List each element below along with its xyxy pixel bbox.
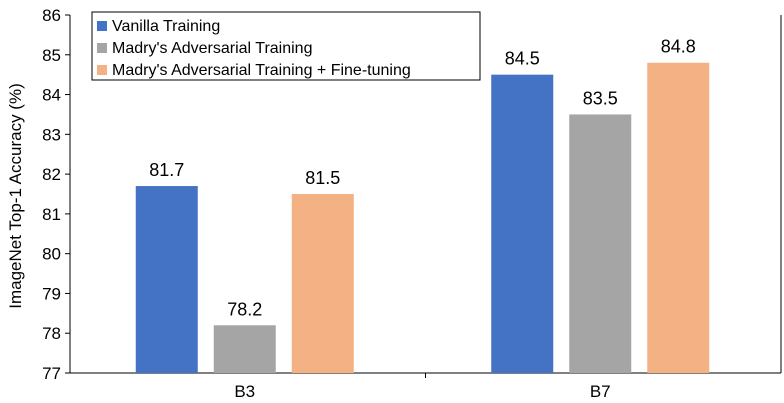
- y-tick-label: 84: [42, 86, 61, 105]
- bar: [135, 186, 198, 373]
- bar: [491, 74, 554, 374]
- y-tick-label: 82: [42, 165, 61, 184]
- bar: [213, 325, 276, 373]
- plot-area: 77 78 79 80 81 82 83 84 85 86 B3 81.7 78.2 81.5 B7 84.5…: [42, 6, 782, 401]
- y-tick-label: 83: [42, 125, 61, 144]
- data-label: 83.5: [583, 88, 618, 108]
- data-label: 78.2: [227, 299, 262, 319]
- legend-entry: Madry's Adversarial Training + Fine-tuni…: [112, 62, 411, 79]
- bar: [569, 114, 632, 373]
- data-label: 81.5: [305, 168, 340, 188]
- y-tick-label: 77: [42, 364, 61, 383]
- y-axis-label: ImageNet Top-1 Accuracy (%): [6, 83, 25, 309]
- bar: [291, 194, 354, 373]
- x-tick-label: B3: [234, 382, 255, 401]
- data-label: 81.7: [149, 160, 184, 180]
- bar: [647, 62, 710, 373]
- legend-swatch: [97, 65, 107, 75]
- y-tick-label: 80: [42, 245, 61, 264]
- legend: Vanilla Training Madry's Adversarial Trai…: [91, 11, 481, 81]
- data-label: 84.5: [505, 49, 540, 69]
- x-tick-label: B7: [590, 382, 611, 401]
- legend-entry: Vanilla Training: [112, 18, 220, 35]
- y-tick-label: 86: [42, 6, 61, 25]
- legend-box: [91, 11, 481, 81]
- y-tick-label: 79: [42, 284, 61, 303]
- y-tick-label: 81: [42, 205, 61, 224]
- y-tick-label: 78: [42, 324, 61, 343]
- legend-entry: Madry's Adversarial Training: [112, 40, 312, 57]
- data-label: 84.8: [661, 37, 696, 57]
- legend-swatch: [97, 21, 107, 31]
- legend-swatch: [97, 43, 107, 53]
- y-tick-label: 85: [42, 46, 61, 65]
